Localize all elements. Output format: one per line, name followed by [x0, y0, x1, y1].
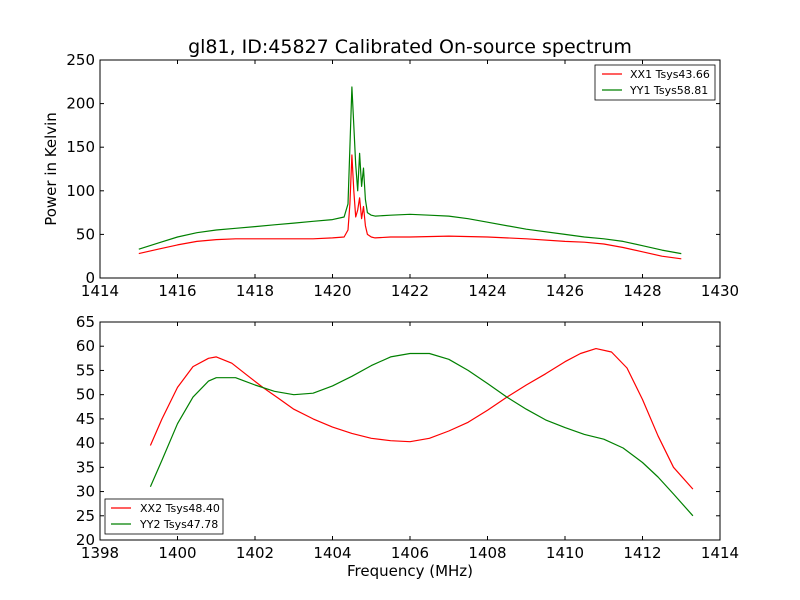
chart-title: gl81, ID:45827 Calibrated On-source spec…: [188, 36, 632, 58]
bottom-legend-box: [104, 498, 224, 535]
top-y-tick-label: 100: [66, 182, 95, 200]
top-x-tick-label: 1430: [701, 282, 739, 300]
bottom-y-tick-label: 25: [76, 507, 95, 525]
bottom-y-tick-label: 40: [76, 434, 95, 452]
top-x-tick-label: 1424: [468, 282, 506, 300]
bottom-y-tick-label: 30: [76, 483, 95, 501]
bottom-x-axis-label: Frequency (MHz): [347, 562, 473, 580]
bottom-y-tick-label: 20: [76, 531, 95, 549]
top-series-line-0: [138, 154, 682, 260]
bottom-y-tick-label: 60: [76, 337, 95, 355]
bottom-series-line-0: [149, 348, 694, 490]
bottom-y-tick-label: 45: [76, 410, 95, 428]
top-ticks: 1414 1416 1418 1420 1422 1424 1426 1428 1430 0 50 1…: [66, 51, 739, 300]
top-x-tick-label: 1420: [313, 282, 351, 300]
top-y-tick-label: 0: [85, 269, 95, 287]
bottom-y-tick-label: 35: [76, 458, 95, 476]
top-legend-label-xx1: XX1 Tsys43.66: [630, 68, 710, 81]
top-legend: XX1 Tsys43.66 YY1 Tsys58.81: [594, 64, 716, 101]
bottom-x-tick-label: 1402: [236, 544, 274, 562]
top-x-tick-label: 1416: [158, 282, 196, 300]
top-x-tick-label: 1422: [391, 282, 429, 300]
bottom-legend-label-yy2: YY2 Tsys47.78: [139, 518, 218, 531]
top-legend-label-yy1: YY1 Tsys58.81: [629, 84, 708, 97]
top-y-tick-label: 50: [76, 225, 95, 243]
top-y-axis-label: Power in Kelvin: [42, 112, 60, 226]
top-legend-box: [594, 64, 716, 101]
bottom-x-tick-label: 1406: [391, 544, 429, 562]
top-x-tick-label: 1426: [546, 282, 584, 300]
top-y-tick-label: 200: [66, 95, 95, 113]
top-series: [138, 86, 682, 260]
bottom-y-tick-label: 65: [76, 313, 95, 331]
bottom-x-tick-label: 1408: [468, 544, 506, 562]
top-x-tick-label: 1418: [236, 282, 274, 300]
bottom-y-tick-label: 50: [76, 386, 95, 404]
bottom-x-tick-label: 1400: [158, 544, 196, 562]
bottom-panel: 1398 1400 1402 1404 1406 1408 1410 1412 1414 20 25…: [76, 313, 739, 580]
top-series-line-1: [138, 86, 682, 255]
bottom-x-tick-label: 1412: [623, 544, 661, 562]
bottom-series-line-1: [149, 352, 694, 517]
bottom-x-tick-label: 1398: [81, 544, 119, 562]
top-x-tick-label: 1414: [81, 282, 119, 300]
bottom-legend: XX2 Tsys48.40 YY2 Tsys47.78: [104, 498, 224, 535]
top-x-tick-label: 1428: [623, 282, 661, 300]
bottom-x-tick-label: 1410: [546, 544, 584, 562]
bottom-x-tick-label: 1414: [701, 544, 739, 562]
top-y-tick-label: 150: [66, 138, 95, 156]
bottom-x-tick-label: 1404: [313, 544, 351, 562]
top-y-tick-label: 250: [66, 51, 95, 69]
top-panel: gl81, ID:45827 Calibrated On-source spec…: [42, 36, 739, 300]
bottom-ticks: 1398 1400 1402 1404 1406 1408 1410 1412 1414 20 25…: [76, 313, 739, 562]
bottom-y-tick-label: 55: [76, 361, 95, 379]
bottom-legend-label-xx2: XX2 Tsys48.40: [140, 502, 220, 515]
bottom-series: [149, 348, 694, 517]
